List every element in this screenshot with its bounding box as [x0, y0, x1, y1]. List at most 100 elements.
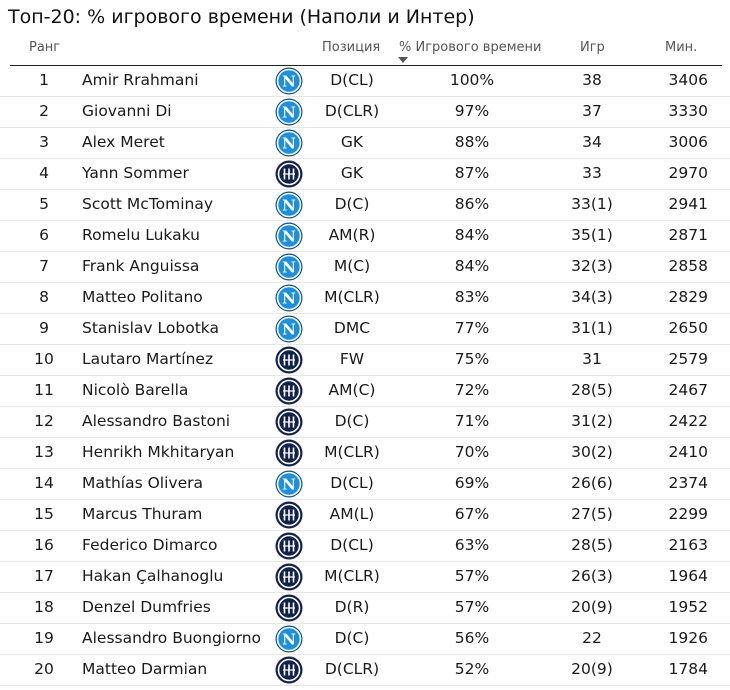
napoli-logo-icon: N	[275, 253, 303, 281]
rank-cell: 15	[34, 505, 54, 523]
table-row[interactable]: 10 Lautaro Martínez FW 75% 31 2579	[0, 345, 730, 376]
pct-cell: 88%	[454, 133, 490, 151]
sort-desc-icon[interactable]	[398, 57, 408, 63]
table-row[interactable]: 15 Marcus Thuram AM(L) 67% 27(5) 2299	[0, 500, 730, 531]
rank-cell: 1	[39, 71, 49, 89]
napoli-logo-icon: N	[275, 470, 303, 498]
pct-cell: 52%	[454, 660, 490, 678]
pct-cell: 75%	[454, 350, 490, 368]
table-row[interactable]: 5 Scott McTominay N D(C) 86% 33(1) 2941	[0, 190, 730, 221]
position-cell: D(CL)	[330, 474, 374, 492]
table-row[interactable]: 4 Yann Sommer GK 87% 33 2970	[0, 159, 730, 190]
table-row[interactable]: 7 Frank Anguissa N M(C) 84% 32(3) 2858	[0, 252, 730, 283]
rank-cell: 13	[34, 443, 54, 461]
table-row[interactable]: 11 Nicolò Barella AM(C) 72% 28(5) 2467	[0, 376, 730, 407]
player-name: Marcus Thuram	[82, 505, 203, 523]
rank-cell: 6	[39, 226, 49, 244]
table-row[interactable]: 20 Matteo Darmian D(CLR) 52% 20(9) 1784	[0, 655, 730, 686]
player-name: Scott McTominay	[82, 195, 214, 213]
player-name: Hakan Çalhanoglu	[82, 567, 224, 585]
pct-cell: 87%	[454, 164, 490, 182]
position-cell: D(R)	[334, 598, 370, 616]
player-name: Amir Rrahmani	[82, 71, 199, 89]
table-row[interactable]: 17 Hakan Çalhanoglu M(CLR) 57% 26(3) 1964	[0, 562, 730, 593]
column-header-position[interactable]: Позиция	[322, 40, 381, 55]
rank-cell: 2	[39, 102, 49, 120]
column-header-pct[interactable]: % Игрового времени	[399, 40, 542, 55]
napoli-logo-icon: N	[275, 129, 303, 157]
games-cell: 20(9)	[571, 598, 613, 616]
minutes-cell: 1964	[668, 567, 708, 585]
position-cell: M(CLR)	[324, 567, 380, 585]
rank-cell: 8	[39, 288, 49, 306]
position-cell: AM(L)	[329, 505, 375, 523]
position-cell: D(C)	[334, 629, 370, 647]
games-cell: 22	[582, 629, 602, 647]
pct-cell: 100%	[449, 71, 495, 89]
svg-text:N: N	[282, 476, 296, 494]
pct-cell: 83%	[454, 288, 490, 306]
table-row[interactable]: 9 Stanislav Lobotka N DMC 77% 31(1) 2650	[0, 314, 730, 345]
pct-cell: 56%	[454, 629, 490, 647]
player-name: Henrikh Mkhitaryan	[82, 443, 235, 461]
table-row[interactable]: 14 Mathías Olivera N D(CL) 69% 26(6) 2374	[0, 469, 730, 500]
pct-cell: 69%	[454, 474, 490, 492]
player-name: Matteo Politano	[82, 288, 203, 306]
player-name: Alessandro Buongiorno	[82, 629, 261, 647]
minutes-cell: 1784	[668, 660, 708, 678]
position-cell: GK	[340, 164, 364, 182]
page-title: Топ-20: % игрового времени (Наполи и Инт…	[8, 6, 475, 28]
pct-cell: 72%	[454, 381, 490, 399]
minutes-cell: 2422	[668, 412, 708, 430]
games-cell: 37	[582, 102, 602, 120]
inter-logo-icon	[275, 656, 303, 684]
table-row[interactable]: 13 Henrikh Mkhitaryan M(CLR) 70% 30(2) 2410	[0, 438, 730, 469]
column-header-rank[interactable]: Ранг	[29, 40, 61, 55]
games-cell: 35(1)	[571, 226, 613, 244]
rank-cell: 4	[39, 164, 49, 182]
inter-logo-icon	[275, 563, 303, 591]
games-cell: 31(1)	[571, 319, 613, 337]
position-cell: D(CLR)	[324, 660, 380, 678]
player-name: Matteo Darmian	[82, 660, 208, 678]
column-header-mins[interactable]: Мин.	[665, 40, 698, 55]
table-row[interactable]: 6 Romelu Lukaku N AM(R) 84% 35(1) 2871	[0, 221, 730, 252]
inter-logo-icon	[275, 160, 303, 188]
svg-text:N: N	[282, 259, 296, 277]
table-row[interactable]: 18 Denzel Dumfries D(R) 57% 20(9) 1952	[0, 593, 730, 624]
table-row[interactable]: 3 Alex Meret N GK 88% 34 3006	[0, 128, 730, 159]
pct-cell: 70%	[454, 443, 490, 461]
player-name: Yann Sommer	[82, 164, 189, 182]
pct-cell: 97%	[454, 102, 490, 120]
table-row[interactable]: 12 Alessandro Bastoni D(C) 71% 31(2) 2422	[0, 407, 730, 438]
games-cell: 34(3)	[571, 288, 613, 306]
games-cell: 31(2)	[571, 412, 613, 430]
minutes-cell: 2829	[668, 288, 708, 306]
table-row[interactable]: 8 Matteo Politano N M(CLR) 83% 34(3) 2829	[0, 283, 730, 314]
table-row[interactable]: 16 Federico Dimarco D(CL) 63% 28(5) 2163	[0, 531, 730, 562]
svg-text:N: N	[282, 321, 296, 339]
table-row[interactable]: 2 Giovanni Di N D(CLR) 97% 37 3330	[0, 97, 730, 128]
position-cell: AM(C)	[328, 381, 376, 399]
player-name: Alessandro Bastoni	[82, 412, 231, 430]
table-row[interactable]: 1 Amir Rrahmani N D(CL) 100% 38 3406	[0, 66, 730, 97]
minutes-cell: 2858	[668, 257, 708, 275]
napoli-logo-icon: N	[275, 222, 303, 250]
minutes-cell: 2970	[668, 164, 708, 182]
games-cell: 30(2)	[571, 443, 613, 461]
position-cell: D(CL)	[330, 71, 374, 89]
rank-cell: 12	[34, 412, 54, 430]
inter-logo-icon	[275, 439, 303, 467]
player-name: Giovanni Di	[82, 102, 172, 120]
pct-cell: 77%	[454, 319, 490, 337]
table-row[interactable]: 19 Alessandro Buongiorno N D(C) 56% 22 1926	[0, 624, 730, 655]
rank-cell: 17	[34, 567, 54, 585]
napoli-logo-icon: N	[275, 191, 303, 219]
position-cell: D(CLR)	[324, 102, 380, 120]
games-cell: 26(6)	[571, 474, 613, 492]
minutes-cell: 2941	[668, 195, 708, 213]
games-cell: 33(1)	[571, 195, 613, 213]
pct-cell: 57%	[454, 598, 490, 616]
position-cell: D(C)	[334, 195, 370, 213]
column-header-games[interactable]: Игр	[580, 40, 605, 55]
